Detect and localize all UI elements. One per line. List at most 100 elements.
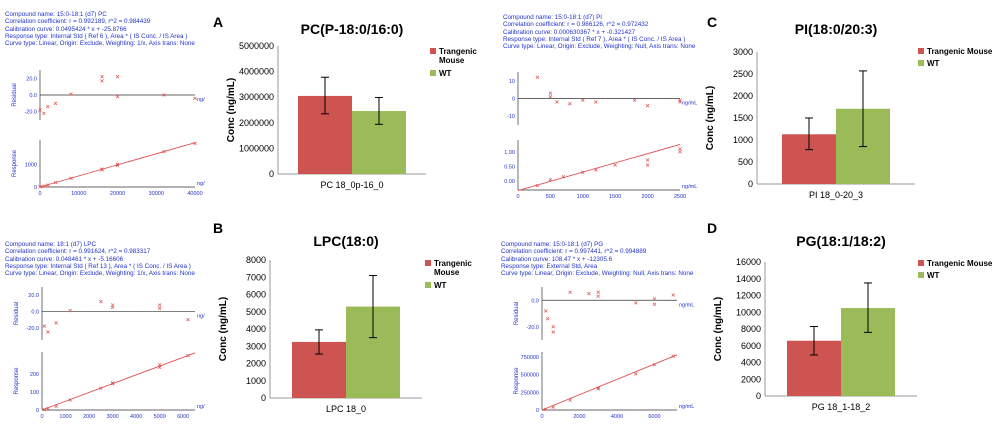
calib-line: Curve type: Linear, Origin: Exclude, Wei… xyxy=(5,270,195,278)
panel-letter-b: B xyxy=(213,220,224,236)
response-tick-label: 0 xyxy=(536,408,539,414)
response-point xyxy=(678,147,682,151)
response-point xyxy=(99,386,103,390)
calib-line: Correlation coefficient: r = 0.991624, r… xyxy=(5,248,151,256)
response-unit-label: ng/mL xyxy=(197,181,205,187)
legend-label-transgenic-2: Mouse xyxy=(434,268,460,277)
calib-line: Curve type: Linear, Origin: Exclude, Wei… xyxy=(5,40,195,48)
response-tick-label: 200 xyxy=(30,372,39,378)
legend-swatch-wt xyxy=(425,282,431,288)
calib-line: Calibration curve: 108.47 * x + -12305.6 xyxy=(501,255,613,263)
y-tick-label: 8000 xyxy=(246,255,266,265)
x-tick-label: 0 xyxy=(38,191,41,197)
calib-line: Compound name: 15:0-18:1 (d7) PG xyxy=(501,241,604,248)
residual-point xyxy=(551,325,555,329)
response-point xyxy=(551,405,555,409)
x-tick-label: 6000 xyxy=(177,414,189,420)
calibration-info-lpc: Compound name: 18:1 (d7) LPC Correlation… xyxy=(5,241,195,277)
legend-swatch-transgenic xyxy=(918,260,924,266)
response-point xyxy=(53,180,58,185)
x-tick-label: 4000 xyxy=(611,414,623,420)
residual-point xyxy=(581,98,585,103)
bar-chart-b: LPC(18:0) 0 1000 2000 3000 4000 5000 6000 7000 80… xyxy=(218,233,472,414)
calib-line: Calibration curve: 0.000630367 * x + -0.… xyxy=(503,28,636,36)
calibration-panel-pi: Compound name: 15:0-18:1 (d7) PI Correla… xyxy=(500,0,705,200)
chart-title: LPC(18:0) xyxy=(313,233,378,249)
residual-tick-label: 0.0 xyxy=(531,298,539,304)
residual-point xyxy=(678,98,682,103)
calib-line: Response type: Internal Std ( Ref 13 ), … xyxy=(5,262,191,270)
residual-point xyxy=(42,324,47,328)
calib-line: Compound name: 18:1 (d7) LPC xyxy=(5,241,97,248)
response-tick-label: 0 xyxy=(34,185,37,191)
y-axis-label: Conc (ng/mL) xyxy=(713,297,724,361)
response-point xyxy=(678,150,682,154)
calibration-info-pi: Compound name: 15:0-18:1 (d7) PI Correla… xyxy=(503,14,695,50)
residual-point xyxy=(110,305,115,310)
residual-point xyxy=(594,100,598,104)
response-unit-label: ng/mL xyxy=(682,184,697,190)
x-tick-label: 0 xyxy=(540,414,543,420)
panel-letter-d: D xyxy=(707,220,718,236)
x-tick-label: 2000 xyxy=(573,414,585,420)
legend-label-wt: WT xyxy=(927,271,940,280)
response-point xyxy=(581,170,585,175)
residual-point xyxy=(46,330,50,334)
y-tick-label: 6000 xyxy=(741,341,761,351)
residual-point xyxy=(596,290,600,295)
y-tick-label: 3000 xyxy=(246,341,266,351)
y-axis-label: Conc (ng/mL) xyxy=(226,78,237,142)
y-tick-label: 2000 xyxy=(246,359,266,369)
legend-label-wt: WT xyxy=(434,281,447,290)
residual-point xyxy=(652,297,657,301)
response-point xyxy=(157,365,162,370)
response-point xyxy=(596,387,600,391)
x-tick-label: 1000 xyxy=(577,194,589,200)
response-point xyxy=(596,386,600,390)
response-tick-label: 0.50 xyxy=(504,164,515,170)
response-tick-label: 100 xyxy=(30,390,39,396)
residual-tick-label: 0 xyxy=(512,97,515,103)
response-label: Response xyxy=(514,367,520,395)
legend-swatch-wt xyxy=(430,70,436,76)
y-tick-label: 5000 xyxy=(246,307,266,317)
legend-label-transgenic-1: Trangenic xyxy=(434,259,472,268)
x-tick-label: 4000 xyxy=(130,414,142,420)
x-tick-label: 1500 xyxy=(609,194,621,200)
response-point xyxy=(42,407,47,412)
y-tick-label: 2000 xyxy=(733,91,753,101)
response-point xyxy=(38,185,42,189)
y-tick-label: 6000 xyxy=(246,290,266,300)
response-point xyxy=(115,163,120,168)
response-tick-label: 250000 xyxy=(521,390,539,396)
response-point xyxy=(613,163,617,167)
response-point xyxy=(652,362,657,367)
legend-swatch-wt xyxy=(918,272,924,278)
y-tick-label: 2500 xyxy=(733,69,753,79)
x-tick-label: 2000 xyxy=(641,194,653,200)
calibration-panel-lpc: Compound name: 18:1 (d7) LPC Correlation… xyxy=(0,232,205,432)
calib-line: Compound name: 15:0-18:1 (d7) PC xyxy=(5,11,107,18)
x-tick-label: 500 xyxy=(546,194,555,200)
response-point xyxy=(645,158,650,162)
residual-point xyxy=(568,290,572,295)
response-point xyxy=(42,184,46,188)
calib-line: Calibration curve: 0.0495424 * x + -25.8… xyxy=(5,25,127,33)
legend-label-transgenic: Trangenic Mouse xyxy=(927,47,993,56)
residual-tick-label: 0.0 xyxy=(31,309,39,315)
calibration-plot-pg: Residual Response 0.0 -20.0 750000 500000 2500… xyxy=(514,287,694,420)
x-category-label: LPC 18_0 xyxy=(326,404,366,414)
y-tick-label: 500 xyxy=(738,157,753,167)
y-tick-label: 4000 xyxy=(741,358,761,368)
response-point xyxy=(548,177,553,182)
x-category-label: PC 18_0p-16_0 xyxy=(320,180,383,190)
chart-title: PG(18:1/18:2) xyxy=(796,233,885,249)
y-tick-label: 7000 xyxy=(246,272,266,282)
legend-label-transgenic: Trangenic Mouse xyxy=(927,259,993,268)
residual-point xyxy=(535,75,540,80)
response-tick-label: 0 xyxy=(36,408,39,414)
y-tick-label: 0 xyxy=(748,179,753,189)
residual-point xyxy=(162,93,166,97)
